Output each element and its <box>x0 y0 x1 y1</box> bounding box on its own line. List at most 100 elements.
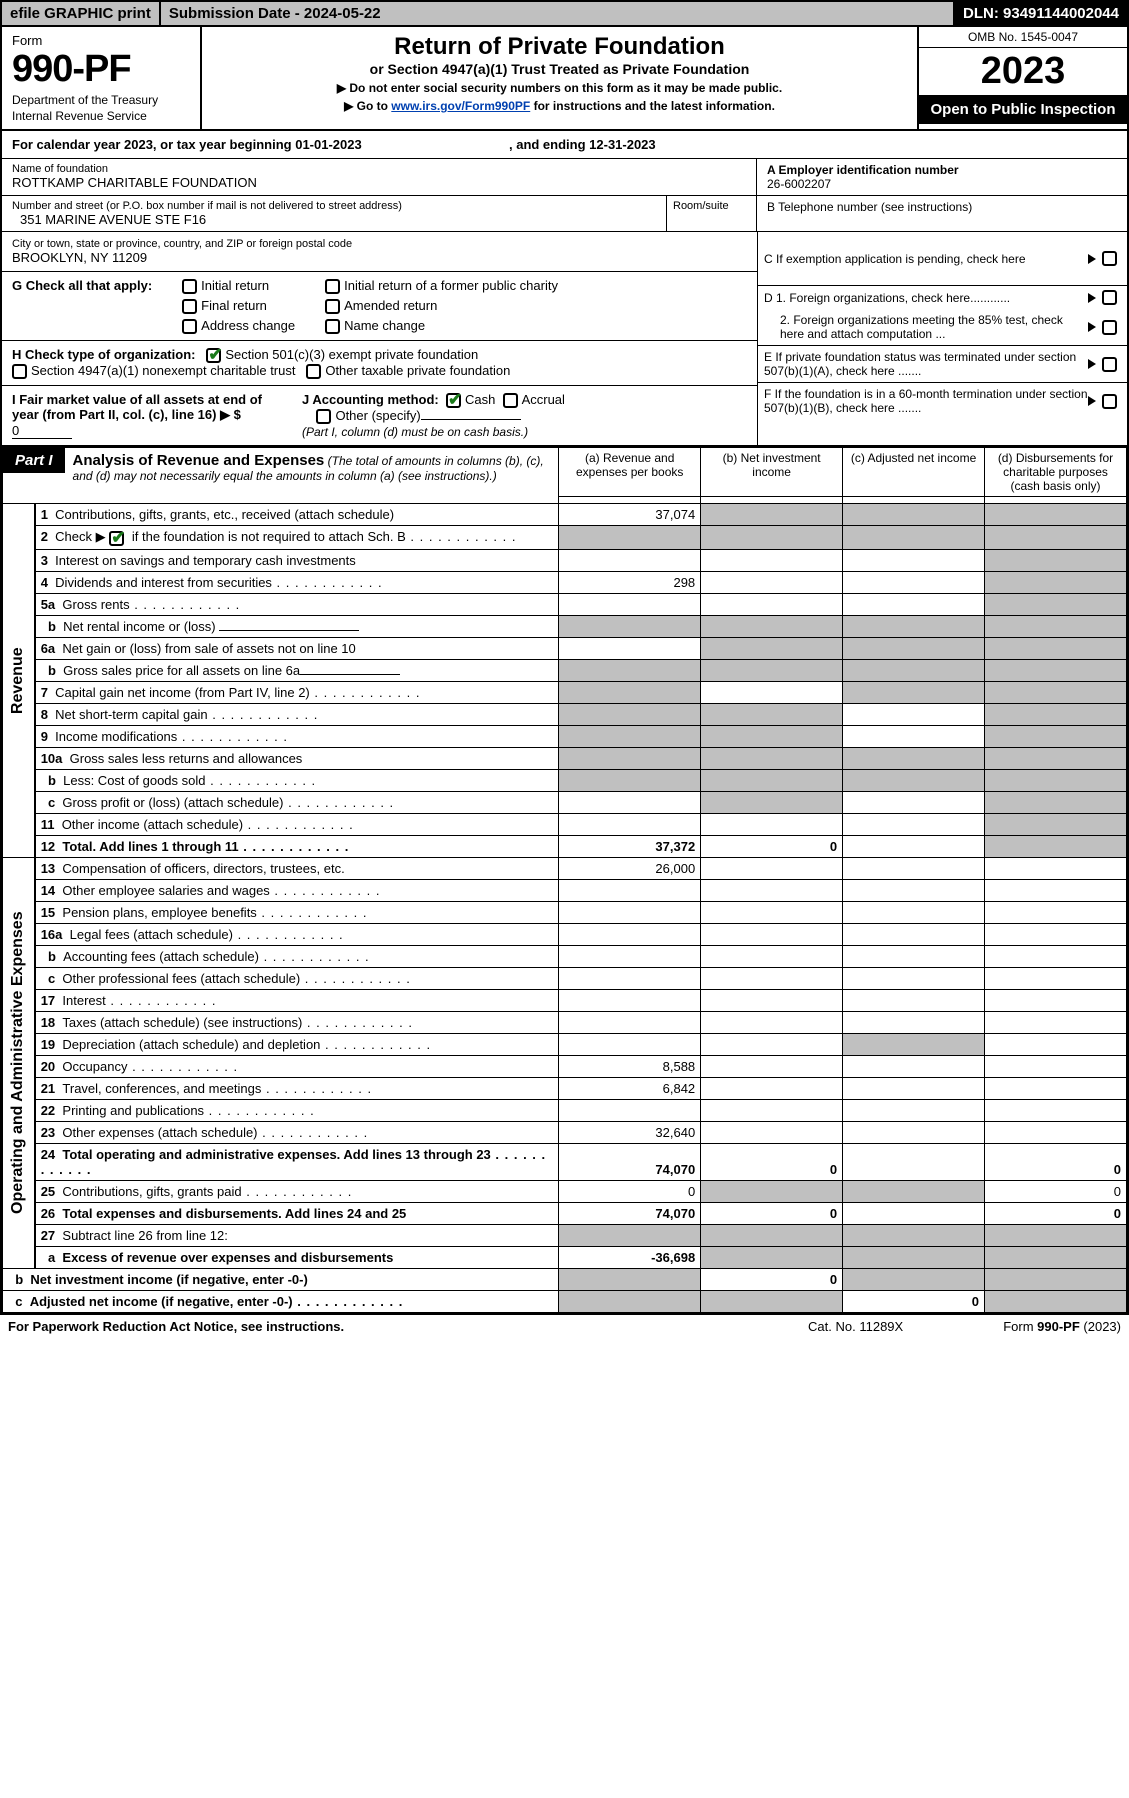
r10c-num: c <box>48 795 55 810</box>
street-value: 351 MARINE AVENUE STE F16 <box>12 212 656 227</box>
d2-checkbox[interactable] <box>1102 320 1117 335</box>
r1-num: 1 <box>41 507 48 522</box>
final-checkbox[interactable] <box>182 299 197 314</box>
irs-link[interactable]: www.irs.gov/Form990PF <box>391 99 530 113</box>
c-checkbox[interactable] <box>1102 251 1117 266</box>
r9-num: 9 <box>41 729 48 744</box>
r27c-c: 0 <box>843 1290 985 1312</box>
r21-desc: Travel, conferences, and meetings <box>62 1081 372 1096</box>
r16a-desc: Legal fees (attach schedule) <box>70 927 344 942</box>
d1-label: D 1. Foreign organizations, check here..… <box>764 291 1088 305</box>
r2-desc: Check ▶ <box>55 529 105 544</box>
r27a-a: -36,698 <box>559 1246 701 1268</box>
r6b-desc: Gross sales price for all assets on line… <box>63 663 300 678</box>
r16c-num: c <box>48 971 55 986</box>
r22-desc: Printing and publications <box>62 1103 314 1118</box>
r3-desc: Interest on savings and temporary cash i… <box>55 553 356 568</box>
part1-title: Analysis of Revenue and Expenses <box>73 452 325 469</box>
i-label: I Fair market value of all assets at end… <box>12 392 262 422</box>
r5a-num: 5a <box>41 597 55 612</box>
accrual-label: Accrual <box>522 392 565 407</box>
street-row: Number and street (or P.O. box number if… <box>2 196 1127 232</box>
r8-desc: Net short-term capital gain <box>55 707 318 722</box>
f-checkbox[interactable] <box>1102 394 1117 409</box>
efile-button[interactable]: efile GRAPHIC print <box>2 2 161 25</box>
4947-checkbox[interactable] <box>12 364 27 379</box>
r5b-num: b <box>48 619 56 634</box>
street-label: Number and street (or P.O. box number if… <box>12 200 656 212</box>
r21-num: 21 <box>41 1081 55 1096</box>
r10a-num: 10a <box>41 751 63 766</box>
cal-end: , and ending 12-31-2023 <box>509 137 656 152</box>
submission-label: Submission Date - <box>169 5 304 22</box>
r25-num: 25 <box>41 1184 55 1199</box>
d2-label: 2. Foreign organizations meeting the 85%… <box>764 313 1088 341</box>
dln-val: 93491144002044 <box>1003 5 1119 22</box>
amended-label: Amended return <box>344 298 437 313</box>
year-block: OMB No. 1545-0047 2023 Open to Public In… <box>917 27 1127 129</box>
r27c-desc: Adjusted net income (if negative, enter … <box>30 1294 404 1309</box>
arrow-icon <box>1088 322 1096 332</box>
h-label: H Check type of organization: <box>12 347 195 362</box>
arrow-icon <box>1088 359 1096 369</box>
r1-desc: Contributions, gifts, grants, etc., rece… <box>55 507 394 522</box>
cash-checkbox[interactable] <box>446 393 461 408</box>
r27b-desc: Net investment income (if negative, ente… <box>30 1272 307 1287</box>
r3-num: 3 <box>41 553 48 568</box>
i-value: 0 <box>12 423 72 439</box>
form-id-block: Form 990-PF Department of the Treasury I… <box>2 27 202 129</box>
r24-d: 0 <box>985 1143 1127 1180</box>
form-container: efile GRAPHIC print Submission Date - 20… <box>0 0 1129 1315</box>
initial-label: Initial return <box>201 278 269 293</box>
room-label: Room/suite <box>667 196 757 231</box>
r26-d: 0 <box>985 1202 1127 1224</box>
r8-num: 8 <box>41 707 48 722</box>
addr-change-checkbox[interactable] <box>182 319 197 334</box>
initial-checkbox[interactable] <box>182 279 197 294</box>
r26-num: 26 <box>41 1206 55 1221</box>
other-method-checkbox[interactable] <box>316 409 331 424</box>
part1-desc: Analysis of Revenue and Expenses (The to… <box>65 448 559 487</box>
r27-desc: Subtract line 26 from line 12: <box>62 1228 227 1243</box>
name-row: Name of foundation ROTTKAMP CHARITABLE F… <box>2 159 1127 196</box>
name-change-checkbox[interactable] <box>325 319 340 334</box>
arrow-icon <box>1088 293 1096 303</box>
city-label: City or town, state or province, country… <box>12 238 747 250</box>
r16b-desc: Accounting fees (attach schedule) <box>63 949 370 964</box>
name-label: Name of foundation <box>12 163 746 175</box>
part1-label: Part I <box>3 448 65 473</box>
r24-b: 0 <box>701 1143 843 1180</box>
r12-num: 12 <box>41 839 55 854</box>
r27a-num: a <box>48 1250 55 1265</box>
e-checkbox[interactable] <box>1102 357 1117 372</box>
footer: For Paperwork Reduction Act Notice, see … <box>0 1315 1129 1338</box>
final-label: Final return <box>201 298 267 313</box>
r7-desc: Capital gain net income (from Part IV, l… <box>55 685 420 700</box>
r27c-num: c <box>15 1294 22 1309</box>
501c3-checkbox[interactable] <box>206 348 221 363</box>
r27b-b: 0 <box>701 1268 843 1290</box>
revenue-side-label: Revenue <box>3 504 35 857</box>
schb-checkbox[interactable] <box>109 531 124 546</box>
cash-label: Cash <box>465 392 495 407</box>
other-tax-checkbox[interactable] <box>306 364 321 379</box>
r10c-desc: Gross profit or (loss) (attach schedule) <box>62 795 394 810</box>
accrual-checkbox[interactable] <box>503 393 518 408</box>
d1-checkbox[interactable] <box>1102 290 1117 305</box>
form-title-block: Return of Private Foundation or Section … <box>202 27 917 129</box>
g-label: G Check all that apply: <box>12 278 152 334</box>
other-tax-label: Other taxable private foundation <box>325 363 510 378</box>
r23-desc: Other expenses (attach schedule) <box>62 1125 368 1140</box>
initial-pub-label: Initial return of a former public charit… <box>344 278 558 293</box>
submission-date: Submission Date - 2024-05-22 <box>161 2 955 25</box>
r18-num: 18 <box>41 1015 55 1030</box>
col-c-header: (c) Adjusted net income <box>843 448 985 497</box>
note2-pre: ▶ Go to <box>344 99 391 113</box>
r25-d: 0 <box>985 1180 1127 1202</box>
r12-a: 37,372 <box>559 835 701 857</box>
r27b-num: b <box>15 1272 23 1287</box>
topbar: efile GRAPHIC print Submission Date - 20… <box>2 2 1127 27</box>
amended-checkbox[interactable] <box>325 299 340 314</box>
r12-desc: Total. Add lines 1 through 11 <box>62 839 349 854</box>
initial-pub-checkbox[interactable] <box>325 279 340 294</box>
